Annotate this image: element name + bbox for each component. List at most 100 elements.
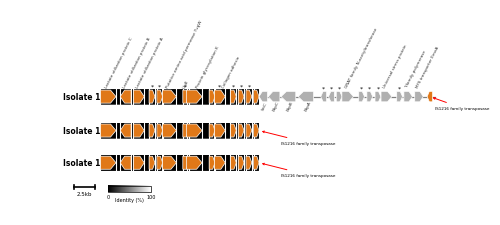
- Polygon shape: [246, 124, 252, 137]
- Text: Universal stress protein: Universal stress protein: [383, 44, 408, 89]
- Polygon shape: [134, 124, 144, 137]
- Polygon shape: [367, 92, 372, 102]
- Text: GNAT family N-acetyltransferase: GNAT family N-acetyltransferase: [344, 28, 378, 89]
- Bar: [100, 105, 260, 124]
- Polygon shape: [268, 92, 280, 102]
- Polygon shape: [209, 157, 215, 169]
- Text: *: *: [218, 85, 222, 90]
- Polygon shape: [186, 91, 202, 104]
- Text: 0: 0: [106, 194, 110, 199]
- Polygon shape: [328, 92, 334, 102]
- Text: Protein glycosylation K: Protein glycosylation K: [196, 46, 220, 89]
- Polygon shape: [230, 91, 236, 104]
- Polygon shape: [149, 157, 155, 169]
- Polygon shape: [120, 91, 131, 104]
- Text: *: *: [150, 85, 154, 90]
- Polygon shape: [375, 92, 381, 102]
- Text: Lactate utilization protein C: Lactate utilization protein C: [104, 37, 134, 89]
- Polygon shape: [120, 157, 131, 169]
- Polygon shape: [336, 92, 342, 102]
- Text: MFS transporter EmeA: MFS transporter EmeA: [416, 46, 440, 89]
- Text: SrtC: SrtC: [262, 101, 268, 111]
- Text: *: *: [360, 86, 363, 91]
- Polygon shape: [254, 157, 259, 169]
- Text: *: *: [376, 86, 380, 91]
- Text: Lactate utilization protein B: Lactate utilization protein B: [122, 37, 152, 89]
- Text: 100: 100: [146, 194, 156, 199]
- Text: EbpA: EbpA: [304, 101, 312, 112]
- Polygon shape: [342, 92, 353, 102]
- Bar: [100, 138, 260, 155]
- Polygon shape: [120, 124, 131, 137]
- Polygon shape: [414, 92, 424, 102]
- Polygon shape: [259, 92, 268, 102]
- Text: *: *: [330, 86, 333, 91]
- Text: *: *: [232, 85, 235, 90]
- Polygon shape: [162, 91, 176, 104]
- Text: EbpB: EbpB: [286, 101, 294, 112]
- Text: IS1216 family transposase: IS1216 family transposase: [262, 164, 336, 177]
- Text: Putative amino acid permease YvgW: Putative amino acid permease YvgW: [166, 20, 203, 89]
- Text: Identity (%): Identity (%): [115, 197, 144, 202]
- Text: Isolate 1.3: Isolate 1.3: [64, 93, 109, 102]
- Polygon shape: [254, 124, 259, 137]
- Polygon shape: [100, 91, 116, 104]
- Polygon shape: [230, 124, 236, 137]
- Polygon shape: [404, 92, 412, 102]
- Polygon shape: [134, 91, 144, 104]
- Polygon shape: [427, 92, 432, 102]
- Polygon shape: [214, 91, 226, 104]
- Text: 2.5kb: 2.5kb: [77, 191, 92, 196]
- Bar: [100, 90, 260, 171]
- Text: *: *: [368, 86, 372, 91]
- Text: *: *: [248, 85, 250, 90]
- Text: UbiE: UbiE: [182, 79, 190, 89]
- Polygon shape: [134, 157, 144, 169]
- Polygon shape: [381, 92, 392, 102]
- Polygon shape: [246, 91, 252, 104]
- Polygon shape: [358, 92, 364, 102]
- Polygon shape: [149, 124, 155, 137]
- Polygon shape: [186, 124, 202, 137]
- Text: Isolate 1.2: Isolate 1.2: [64, 159, 109, 167]
- Polygon shape: [254, 91, 259, 104]
- Polygon shape: [183, 91, 188, 104]
- Polygon shape: [100, 124, 116, 137]
- Text: *: *: [322, 86, 325, 91]
- Polygon shape: [214, 124, 226, 137]
- Polygon shape: [396, 92, 402, 102]
- Text: Isolate 1.1: Isolate 1.1: [64, 126, 109, 135]
- Polygon shape: [238, 91, 244, 104]
- Polygon shape: [238, 124, 244, 137]
- Polygon shape: [281, 92, 296, 102]
- Bar: [108, 186, 151, 192]
- Polygon shape: [186, 157, 202, 169]
- Polygon shape: [209, 91, 215, 104]
- Polygon shape: [100, 157, 116, 169]
- Text: *: *: [398, 86, 401, 91]
- Polygon shape: [321, 92, 326, 102]
- Text: Lactate utilization protein A: Lactate utilization protein A: [136, 37, 164, 89]
- Polygon shape: [246, 157, 252, 169]
- Polygon shape: [157, 91, 162, 104]
- Polygon shape: [183, 157, 188, 169]
- Polygon shape: [209, 124, 215, 137]
- Text: Collagen adhesin: Collagen adhesin: [222, 56, 242, 89]
- Text: IS1216 family transposase: IS1216 family transposase: [434, 98, 490, 111]
- Polygon shape: [230, 157, 236, 169]
- Polygon shape: [157, 157, 162, 169]
- Text: *: *: [184, 85, 188, 90]
- Polygon shape: [298, 92, 314, 102]
- Text: EbpC: EbpC: [272, 101, 280, 112]
- Polygon shape: [183, 124, 188, 137]
- Polygon shape: [238, 157, 244, 169]
- Polygon shape: [162, 157, 176, 169]
- Text: *: *: [338, 86, 340, 91]
- Text: Y-family polymerase: Y-family polymerase: [404, 50, 427, 89]
- Polygon shape: [149, 91, 155, 104]
- Polygon shape: [157, 124, 162, 137]
- Text: *: *: [240, 85, 242, 90]
- Polygon shape: [162, 124, 176, 137]
- Text: *: *: [158, 85, 162, 90]
- Polygon shape: [214, 157, 226, 169]
